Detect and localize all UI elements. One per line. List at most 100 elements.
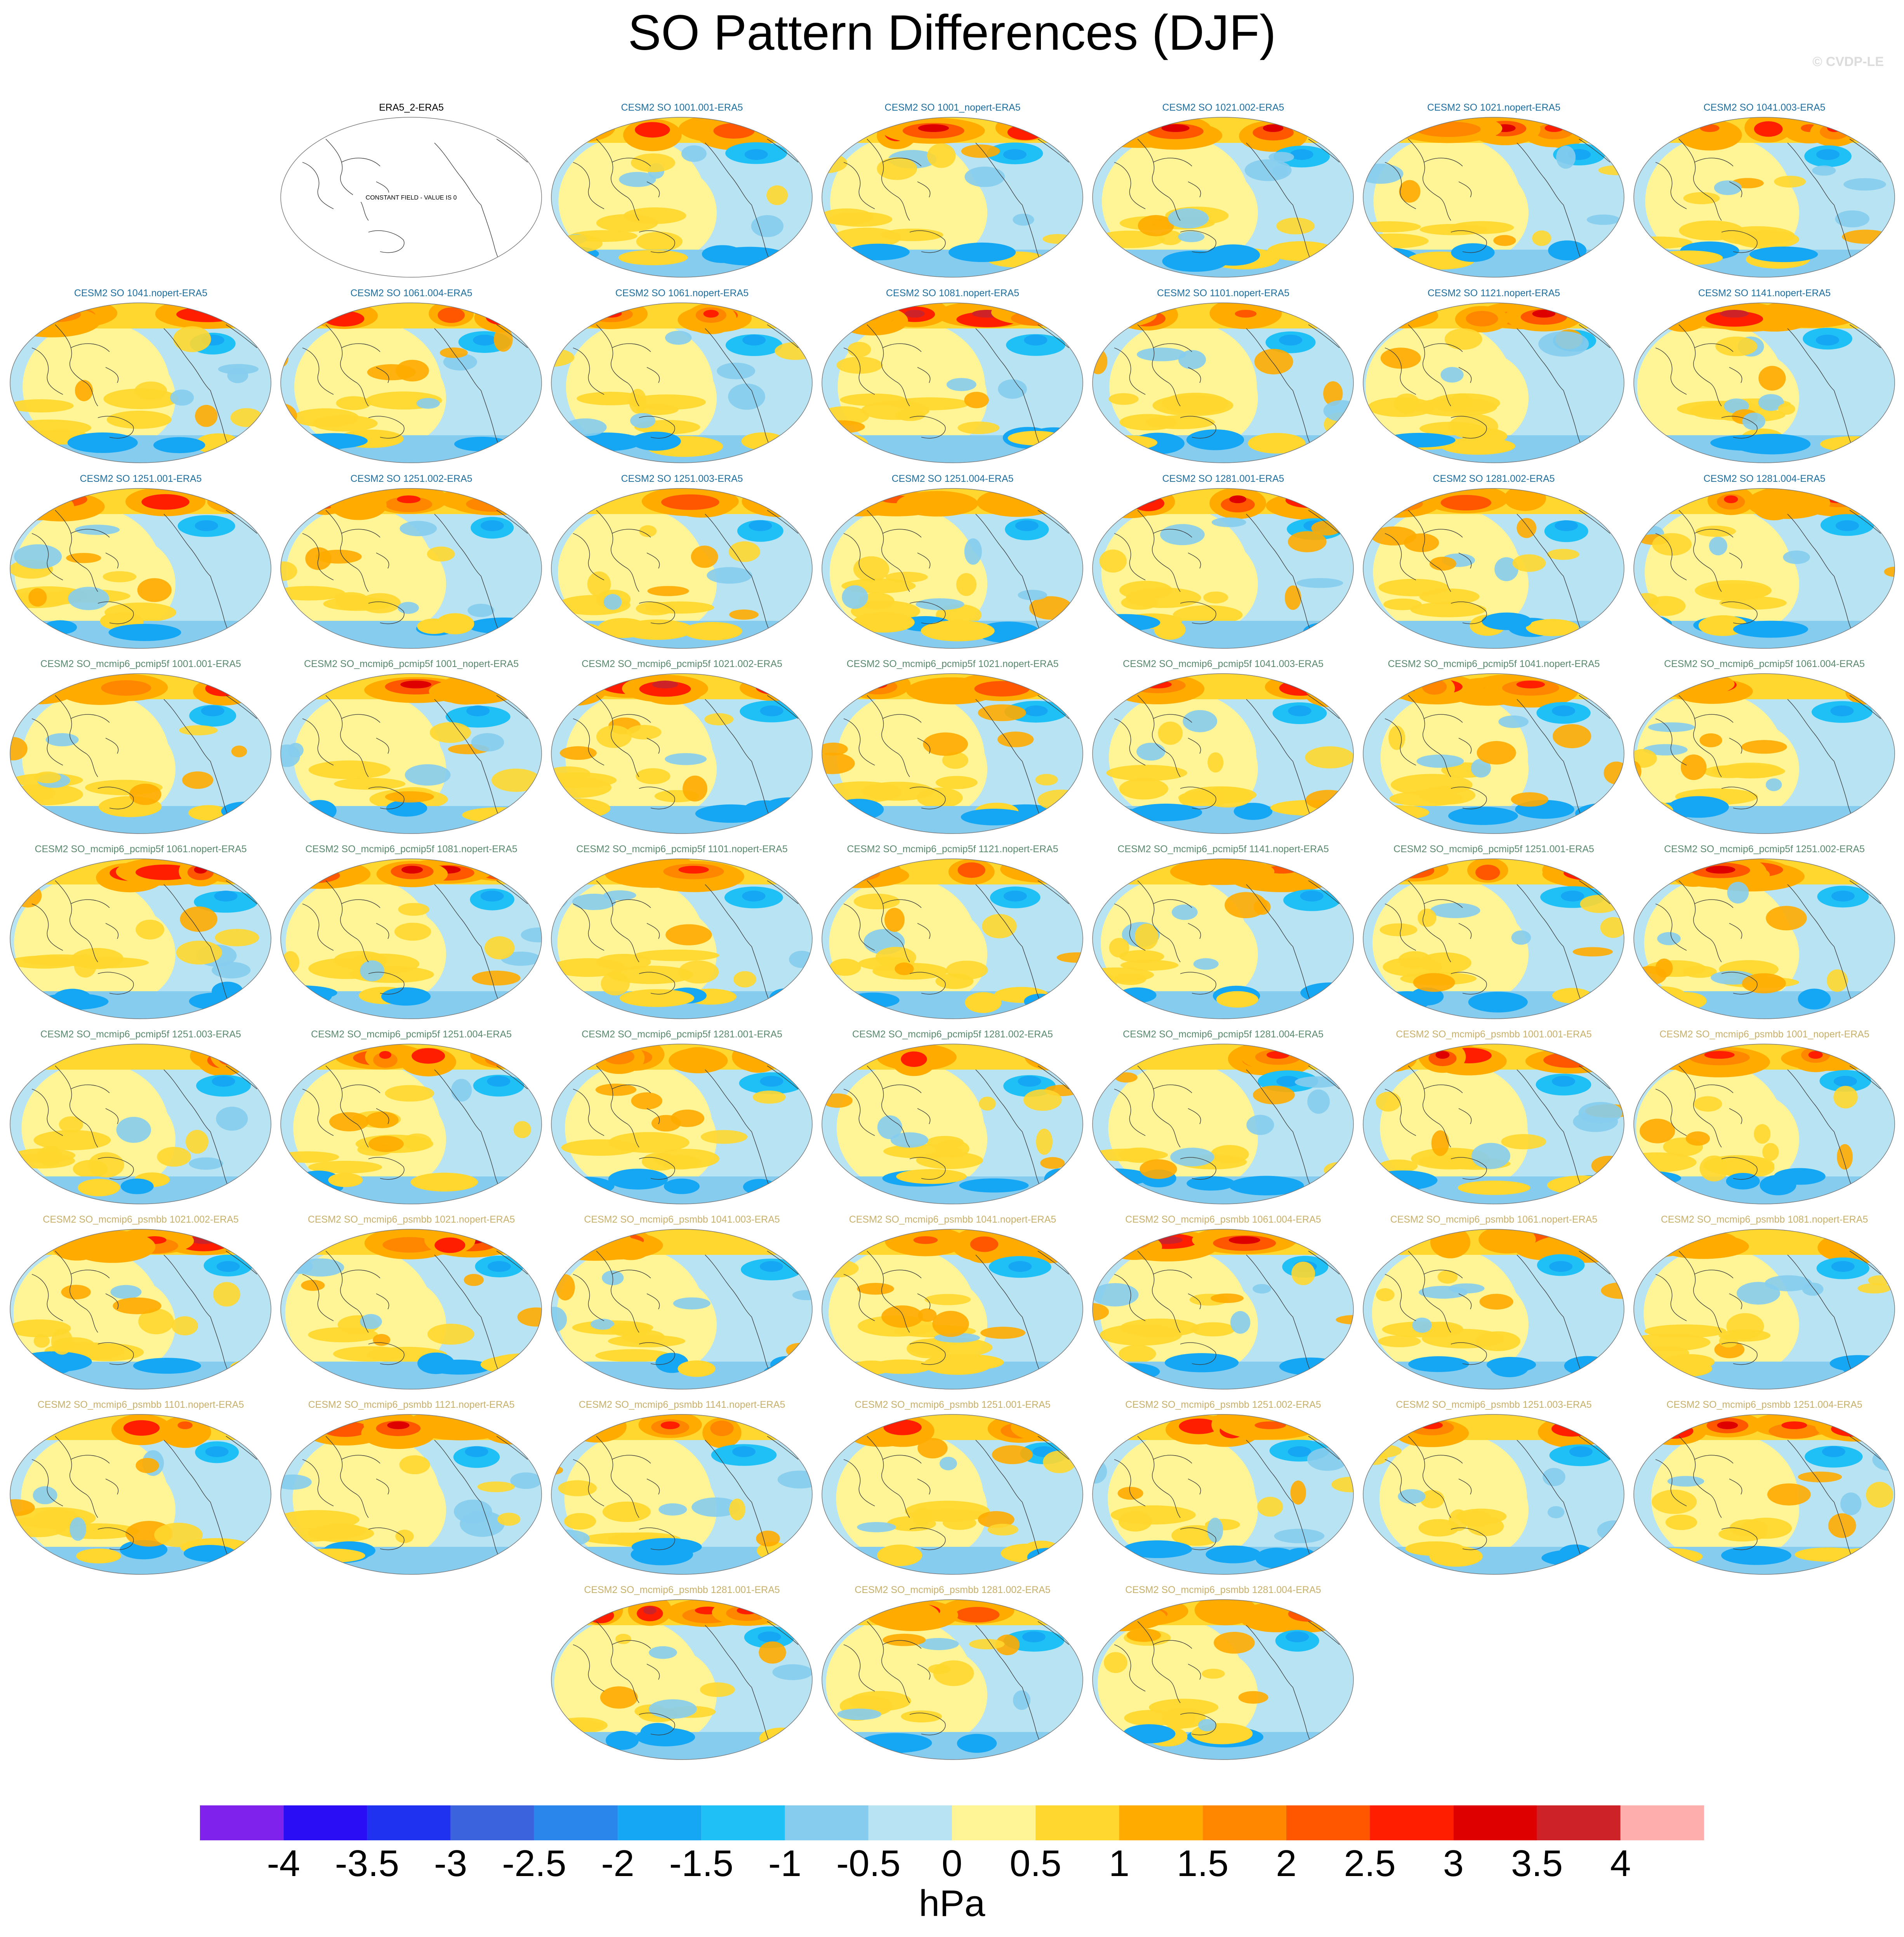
map-panel: CESM2 SO 1141.nopert-ERA5 [1629, 287, 1900, 469]
world-map [10, 858, 271, 1019]
colorbar-tick-label: -1.5 [669, 1843, 734, 1884]
colorbar-tick-label: 2 [1276, 1843, 1297, 1884]
map-panel: CESM2 SO 1041.003-ERA5 [1629, 102, 1900, 283]
colorbar-box [1620, 1805, 1704, 1840]
world-map [280, 302, 542, 463]
world-map [1363, 488, 1624, 649]
world-map [1633, 1229, 1895, 1390]
map-panel-title: CESM2 SO 1001_nopert-ERA5 [884, 102, 1021, 113]
map-panel: CESM2 SO_mcmip6_psmbb 1121.nopert-ERA5 [276, 1399, 547, 1581]
map-panel-title: CESM2 SO_mcmip6_pcmip5f 1251.002-ERA5 [1664, 844, 1865, 855]
world-map [280, 858, 542, 1019]
colorbar-box [1119, 1805, 1203, 1840]
colorbar-tick-label: 4 [1610, 1843, 1631, 1884]
world-map [280, 1229, 542, 1390]
colorbar-units: hPa [919, 1883, 985, 1924]
world-map [1363, 117, 1624, 278]
colorbar-tick-label: 0.5 [1009, 1843, 1061, 1884]
world-map [1363, 1414, 1624, 1575]
map-panel: CESM2 SO 1101.nopert-ERA5 [1088, 287, 1359, 469]
map-panel: CESM2 SO_mcmip6_psmbb 1281.001-ERA5 [547, 1584, 817, 1766]
map-panel: CESM2 SO_mcmip6_pcmip5f 1001.001-ERA5 [5, 658, 276, 840]
world-map [822, 488, 1083, 649]
map-panel-title: CESM2 SO 1281.004-ERA5 [1703, 473, 1826, 484]
map-panel-title: CESM2 SO_mcmip6_pcmip5f 1061.004-ERA5 [1664, 658, 1865, 669]
map-panel: CESM2 SO 1021.002-ERA5 [1088, 102, 1359, 283]
map-panel: CESM2 SO_mcmip6_pcmip5f 1121.nopert-ERA5 [817, 843, 1088, 1025]
map-panel: CESM2 SO_mcmip6_psmbb 1021.002-ERA5 [5, 1214, 276, 1395]
map-panel: CESM2 SO_mcmip6_pcmip5f 1041.nopert-ERA5 [1359, 658, 1629, 840]
map-panel: CESM2 SO_mcmip6_pcmip5f 1251.002-ERA5 [1629, 843, 1900, 1025]
world-map [1633, 1044, 1895, 1204]
map-panel-title: CESM2 SO_mcmip6_pcmip5f 1101.nopert-ERA5 [576, 844, 788, 855]
map-panel-title: CESM2 SO_mcmip6_psmbb 1251.002-ERA5 [1125, 1399, 1321, 1410]
world-map [551, 302, 813, 463]
map-panel-title: CESM2 SO_mcmip6_psmbb 1141.nopert-ERA5 [578, 1399, 785, 1410]
map-panel: CESM2 SO 1281.002-ERA5 [1359, 473, 1629, 655]
world-map [551, 858, 813, 1019]
map-panel: ERA5_2-ERA5 CONSTANT FIELD - VALUE IS 0 [276, 102, 547, 283]
map-panel-title: CESM2 SO_mcmip6_psmbb 1081.nopert-ERA5 [1661, 1214, 1868, 1225]
constant-field-label: CONSTANT FIELD - VALUE IS 0 [366, 195, 457, 201]
map-panel-title: CESM2 SO 1041.003-ERA5 [1703, 102, 1826, 113]
map-panel-title: CESM2 SO_mcmip6_psmbb 1001_nopert-ERA5 [1659, 1029, 1869, 1040]
map-panel: CESM2 SO_mcmip6_pcmip5f 1001_nopert-ERA5 [276, 658, 547, 840]
map-panel: CESM2 SO_mcmip6_pcmip5f 1141.nopert-ERA5 [1088, 843, 1359, 1025]
map-panel-title: CESM2 SO_mcmip6_psmbb 1061.nopert-ERA5 [1390, 1214, 1598, 1225]
world-map [1092, 117, 1354, 278]
world-map [1092, 302, 1354, 463]
map-panel-title: CESM2 SO 1251.002-ERA5 [350, 473, 473, 484]
map-panel-title: CESM2 SO 1251.003-ERA5 [621, 473, 743, 484]
map-panel: CESM2 SO 1251.001-ERA5 [5, 473, 276, 655]
map-panel-title: CESM2 SO_mcmip6_psmbb 1021.002-ERA5 [43, 1214, 239, 1225]
map-panel-title: CESM2 SO_mcmip6_pcmip5f 1251.004-ERA5 [311, 1029, 512, 1040]
world-map [822, 673, 1083, 834]
map-panel: CESM2 SO_mcmip6_psmbb 1251.002-ERA5 [1088, 1399, 1359, 1581]
world-map [1363, 858, 1624, 1019]
colorbar-box [283, 1805, 367, 1840]
colorbar-box [367, 1805, 451, 1840]
world-map [280, 1414, 542, 1575]
world-map [822, 302, 1083, 463]
world-map: CONSTANT FIELD - VALUE IS 0 [280, 117, 542, 278]
map-panel: CESM2 SO_mcmip6_pcmip5f 1251.001-ERA5 [1359, 843, 1629, 1025]
world-map [10, 1229, 271, 1390]
world-map [551, 1229, 813, 1390]
world-map [822, 117, 1083, 278]
colorbar [200, 1805, 1704, 1840]
map-panel-title: CESM2 SO_mcmip6_psmbb 1281.002-ERA5 [855, 1584, 1051, 1595]
map-panel: CESM2 SO 1081.nopert-ERA5 [817, 287, 1088, 469]
map-panel-title: ERA5_2-ERA5 [379, 102, 444, 113]
world-map [1092, 673, 1354, 834]
map-panel-title: CESM2 SO 1041.nopert-ERA5 [74, 288, 208, 299]
map-panel-title: CESM2 SO_mcmip6_pcmip5f 1251.001-ERA5 [1393, 844, 1594, 855]
world-map [822, 1414, 1083, 1575]
map-panel: CESM2 SO_mcmip6_psmbb 1281.002-ERA5 [817, 1584, 1088, 1766]
colorbar-tick-label: -0.5 [836, 1843, 901, 1884]
colorbar-tick-label: -3.5 [335, 1843, 400, 1884]
colorbar-box [1370, 1805, 1454, 1840]
map-panel: CESM2 SO_mcmip6_pcmip5f 1041.003-ERA5 [1088, 658, 1359, 840]
map-panel-title: CESM2 SO_mcmip6_pcmip5f 1041.003-ERA5 [1123, 658, 1324, 669]
map-panel: CESM2 SO 1001_nopert-ERA5 [817, 102, 1088, 283]
colorbar-box [200, 1805, 284, 1840]
map-panel-title: CESM2 SO 1251.001-ERA5 [80, 473, 202, 484]
world-map [1092, 1044, 1354, 1204]
map-panel-title: CESM2 SO_mcmip6_pcmip5f 1281.001-ERA5 [582, 1029, 782, 1040]
map-panel-title: CESM2 SO 1121.nopert-ERA5 [1427, 288, 1560, 299]
map-panel: CESM2 SO_mcmip6_pcmip5f 1101.nopert-ERA5 [547, 843, 817, 1025]
map-panel: CESM2 SO 1251.002-ERA5 [276, 473, 547, 655]
colorbar-tick-label: -4 [267, 1843, 300, 1884]
colorbar-box [534, 1805, 618, 1840]
figure-title: SO Pattern Differences (DJF) [628, 5, 1276, 61]
map-panel: CESM2 SO 1251.003-ERA5 [547, 473, 817, 655]
colorbar-tick-label: 3.5 [1511, 1843, 1563, 1884]
world-map [551, 117, 813, 278]
map-panel: CESM2 SO_mcmip6_psmbb 1021.nopert-ERA5 [276, 1214, 547, 1395]
map-panel-title: CESM2 SO_mcmip6_pcmip5f 1281.004-ERA5 [1123, 1029, 1324, 1040]
map-panel: CESM2 SO_mcmip6_psmbb 1281.004-ERA5 [1088, 1584, 1359, 1766]
world-map [1092, 1414, 1354, 1575]
world-map [551, 1044, 813, 1204]
map-panel-title: CESM2 SO_mcmip6_pcmip5f 1281.002-ERA5 [852, 1029, 1053, 1040]
map-panel: CESM2 SO 1041.nopert-ERA5 [5, 287, 276, 469]
